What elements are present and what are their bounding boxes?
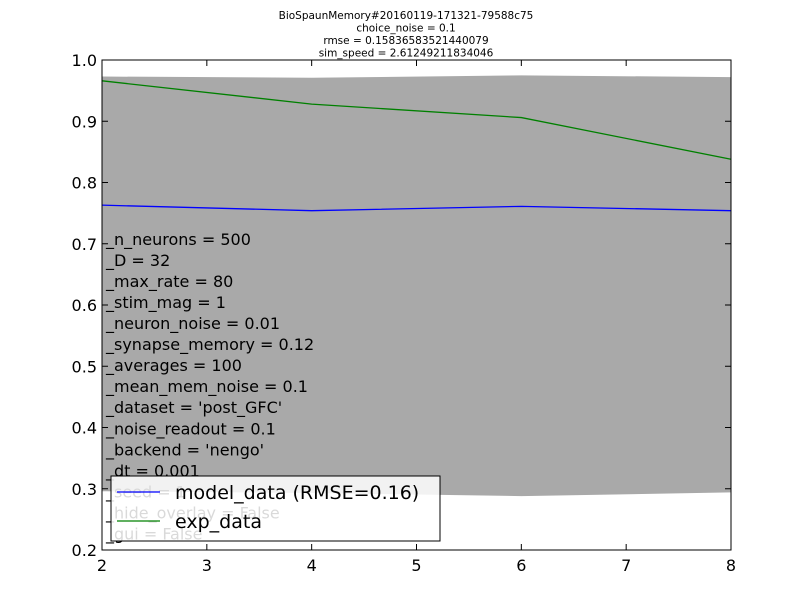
y-tick-label: 0.6 (72, 296, 97, 315)
series-line-1 (101, 80, 732, 160)
annotation-line: _D = 32 (105, 251, 170, 271)
series-line-0 (101, 204, 732, 212)
annotation-line: _noise_readout = 0.1 (105, 419, 276, 439)
confidence-band (102, 75, 731, 497)
title-line: choice_noise = 0.1 (356, 23, 455, 35)
x-tick-label: 6 (516, 556, 526, 575)
x-tick-label: 2 (97, 556, 107, 575)
y-tick-label: 0.2 (72, 541, 97, 560)
y-tick-label: 0.7 (72, 235, 97, 254)
annotation-line: _stim_mag = 1 (105, 293, 226, 313)
x-tick-label: 5 (411, 556, 421, 575)
y-tick-label: 0.4 (72, 419, 97, 438)
legend: model_data (RMSE=0.16) exp_data (110, 475, 441, 542)
legend-box (110, 475, 441, 542)
y-tick-label: 0.8 (72, 174, 97, 193)
x-tick-label: 3 (202, 556, 212, 575)
series-lines (101, 80, 732, 212)
annotation-line: _neuron_noise = 0.01 (105, 314, 280, 334)
annotation-line: _n_neurons = 500 (105, 230, 251, 250)
x-tick-label: 7 (621, 556, 631, 575)
annotation-line: _backend = 'nengo' (105, 440, 264, 460)
annotation-line: _mean_mem_noise = 0.1 (105, 377, 308, 397)
error-band (102, 75, 731, 497)
y-tick-label: 0.5 (72, 357, 97, 376)
x-tick-label: 8 (726, 556, 736, 575)
legend-label: model_data (RMSE=0.16) (175, 482, 419, 504)
y-tick-label: 0.9 (72, 112, 97, 131)
y-tick-label: 0.3 (72, 480, 97, 499)
annotation-line: _dataset = 'post_GFC' (105, 398, 282, 418)
annotation-line: _synapse_memory = 0.12 (105, 335, 314, 355)
y-tick-label: 1.0 (72, 51, 97, 70)
title-line: sim_speed = 2.61249211834046 (319, 48, 494, 60)
axis-ticks: 2 3 4 5 6 7 8 0.2 0.3 0.4 0.5 0.6 0.7 0.8 0.9 1.0 (72, 51, 737, 575)
legend-label: exp_data (175, 511, 262, 533)
chart-title: BioSpaunMemory#20160119-171321-79588c75c… (279, 10, 534, 60)
annotation-line: _max_rate = 80 (105, 272, 233, 292)
x-tick-label: 4 (307, 556, 317, 575)
title-line: rmse = 0.15836583521440079 (323, 35, 488, 47)
title-line: BioSpaunMemory#20160119-171321-79588c75 (279, 10, 534, 22)
annotation-line: _averages = 100 (105, 356, 242, 376)
